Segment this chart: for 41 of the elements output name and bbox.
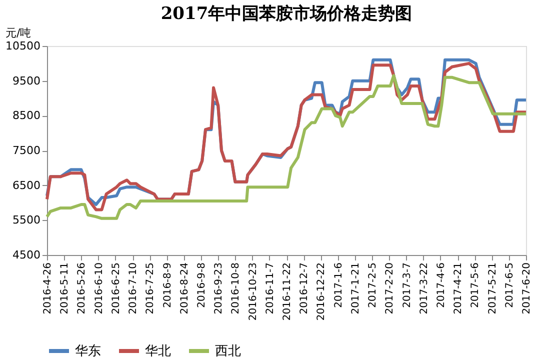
x-tick-label: 2016-8-24 xyxy=(179,262,190,314)
y-axis-title: 元/吨 xyxy=(6,26,32,40)
y-tick-label: 4500 xyxy=(12,248,40,262)
y-tick-label: 9500 xyxy=(12,74,40,88)
x-tick-label: 2017-4-6 xyxy=(436,262,447,308)
x-tick-label: 2016-5-11 xyxy=(60,262,71,314)
x-tick-label: 2017-2-20 xyxy=(384,262,396,314)
x-tick-label: 2016-11-7 xyxy=(264,262,276,314)
y-tick-label: 8500 xyxy=(12,109,40,122)
x-tick-label: 2016-6-25 xyxy=(110,262,122,314)
x-tick-label: 2016-12-22 xyxy=(316,262,328,321)
x-tick-label: 2017-2-5 xyxy=(368,262,379,308)
x-tick-label: 2017-6-5 xyxy=(504,262,516,308)
x-tick-label: 2016-11-22 xyxy=(282,262,293,321)
x-tick-label: 2017-4-21 xyxy=(453,262,464,314)
legend-label: 西北 xyxy=(215,344,241,359)
x-tick-label: 2016-10-8 xyxy=(230,262,242,314)
x-tick-label: 2016-9-23 xyxy=(214,262,225,314)
x-tick-label: 2016-12-7 xyxy=(299,262,310,314)
x-tick-label: 2016-7-10 xyxy=(128,262,140,314)
legend-label: 华东 xyxy=(75,344,101,359)
x-tick-label: 2017-1-21 xyxy=(350,262,362,314)
y-tick-label: 10500 xyxy=(6,40,40,52)
x-tick-label: 2016-5-26 xyxy=(76,262,88,314)
x-tick-label: 2017-5-6 xyxy=(470,262,482,308)
x-tick-label: 2016-8-9 xyxy=(162,262,174,308)
x-tick-label: 2017-1-6 xyxy=(333,262,344,308)
x-tick-label: 2017-5-21 xyxy=(487,262,498,314)
chart-title: 2017年中国苯胺市场价格走势图 xyxy=(160,4,412,24)
x-tick-label: 2017-3-7 xyxy=(402,262,413,308)
x-tick-label: 2016-10-23 xyxy=(248,262,259,321)
x-tick-label: 2017-6-20 xyxy=(522,262,532,314)
x-tick-label: 2016-9-8 xyxy=(196,262,208,308)
y-tick-label: 6500 xyxy=(12,178,40,192)
y-tick-label: 7500 xyxy=(12,144,40,157)
x-tick-label: 2016-7-25 xyxy=(145,262,156,314)
x-tick-label: 2016-4-26 xyxy=(42,262,54,314)
x-tick-label: 2017-3-22 xyxy=(418,262,430,314)
y-tick-label: 5500 xyxy=(12,214,40,227)
legend-label: 华北 xyxy=(145,344,171,359)
x-tick-label: 2016-6-10 xyxy=(94,262,105,314)
